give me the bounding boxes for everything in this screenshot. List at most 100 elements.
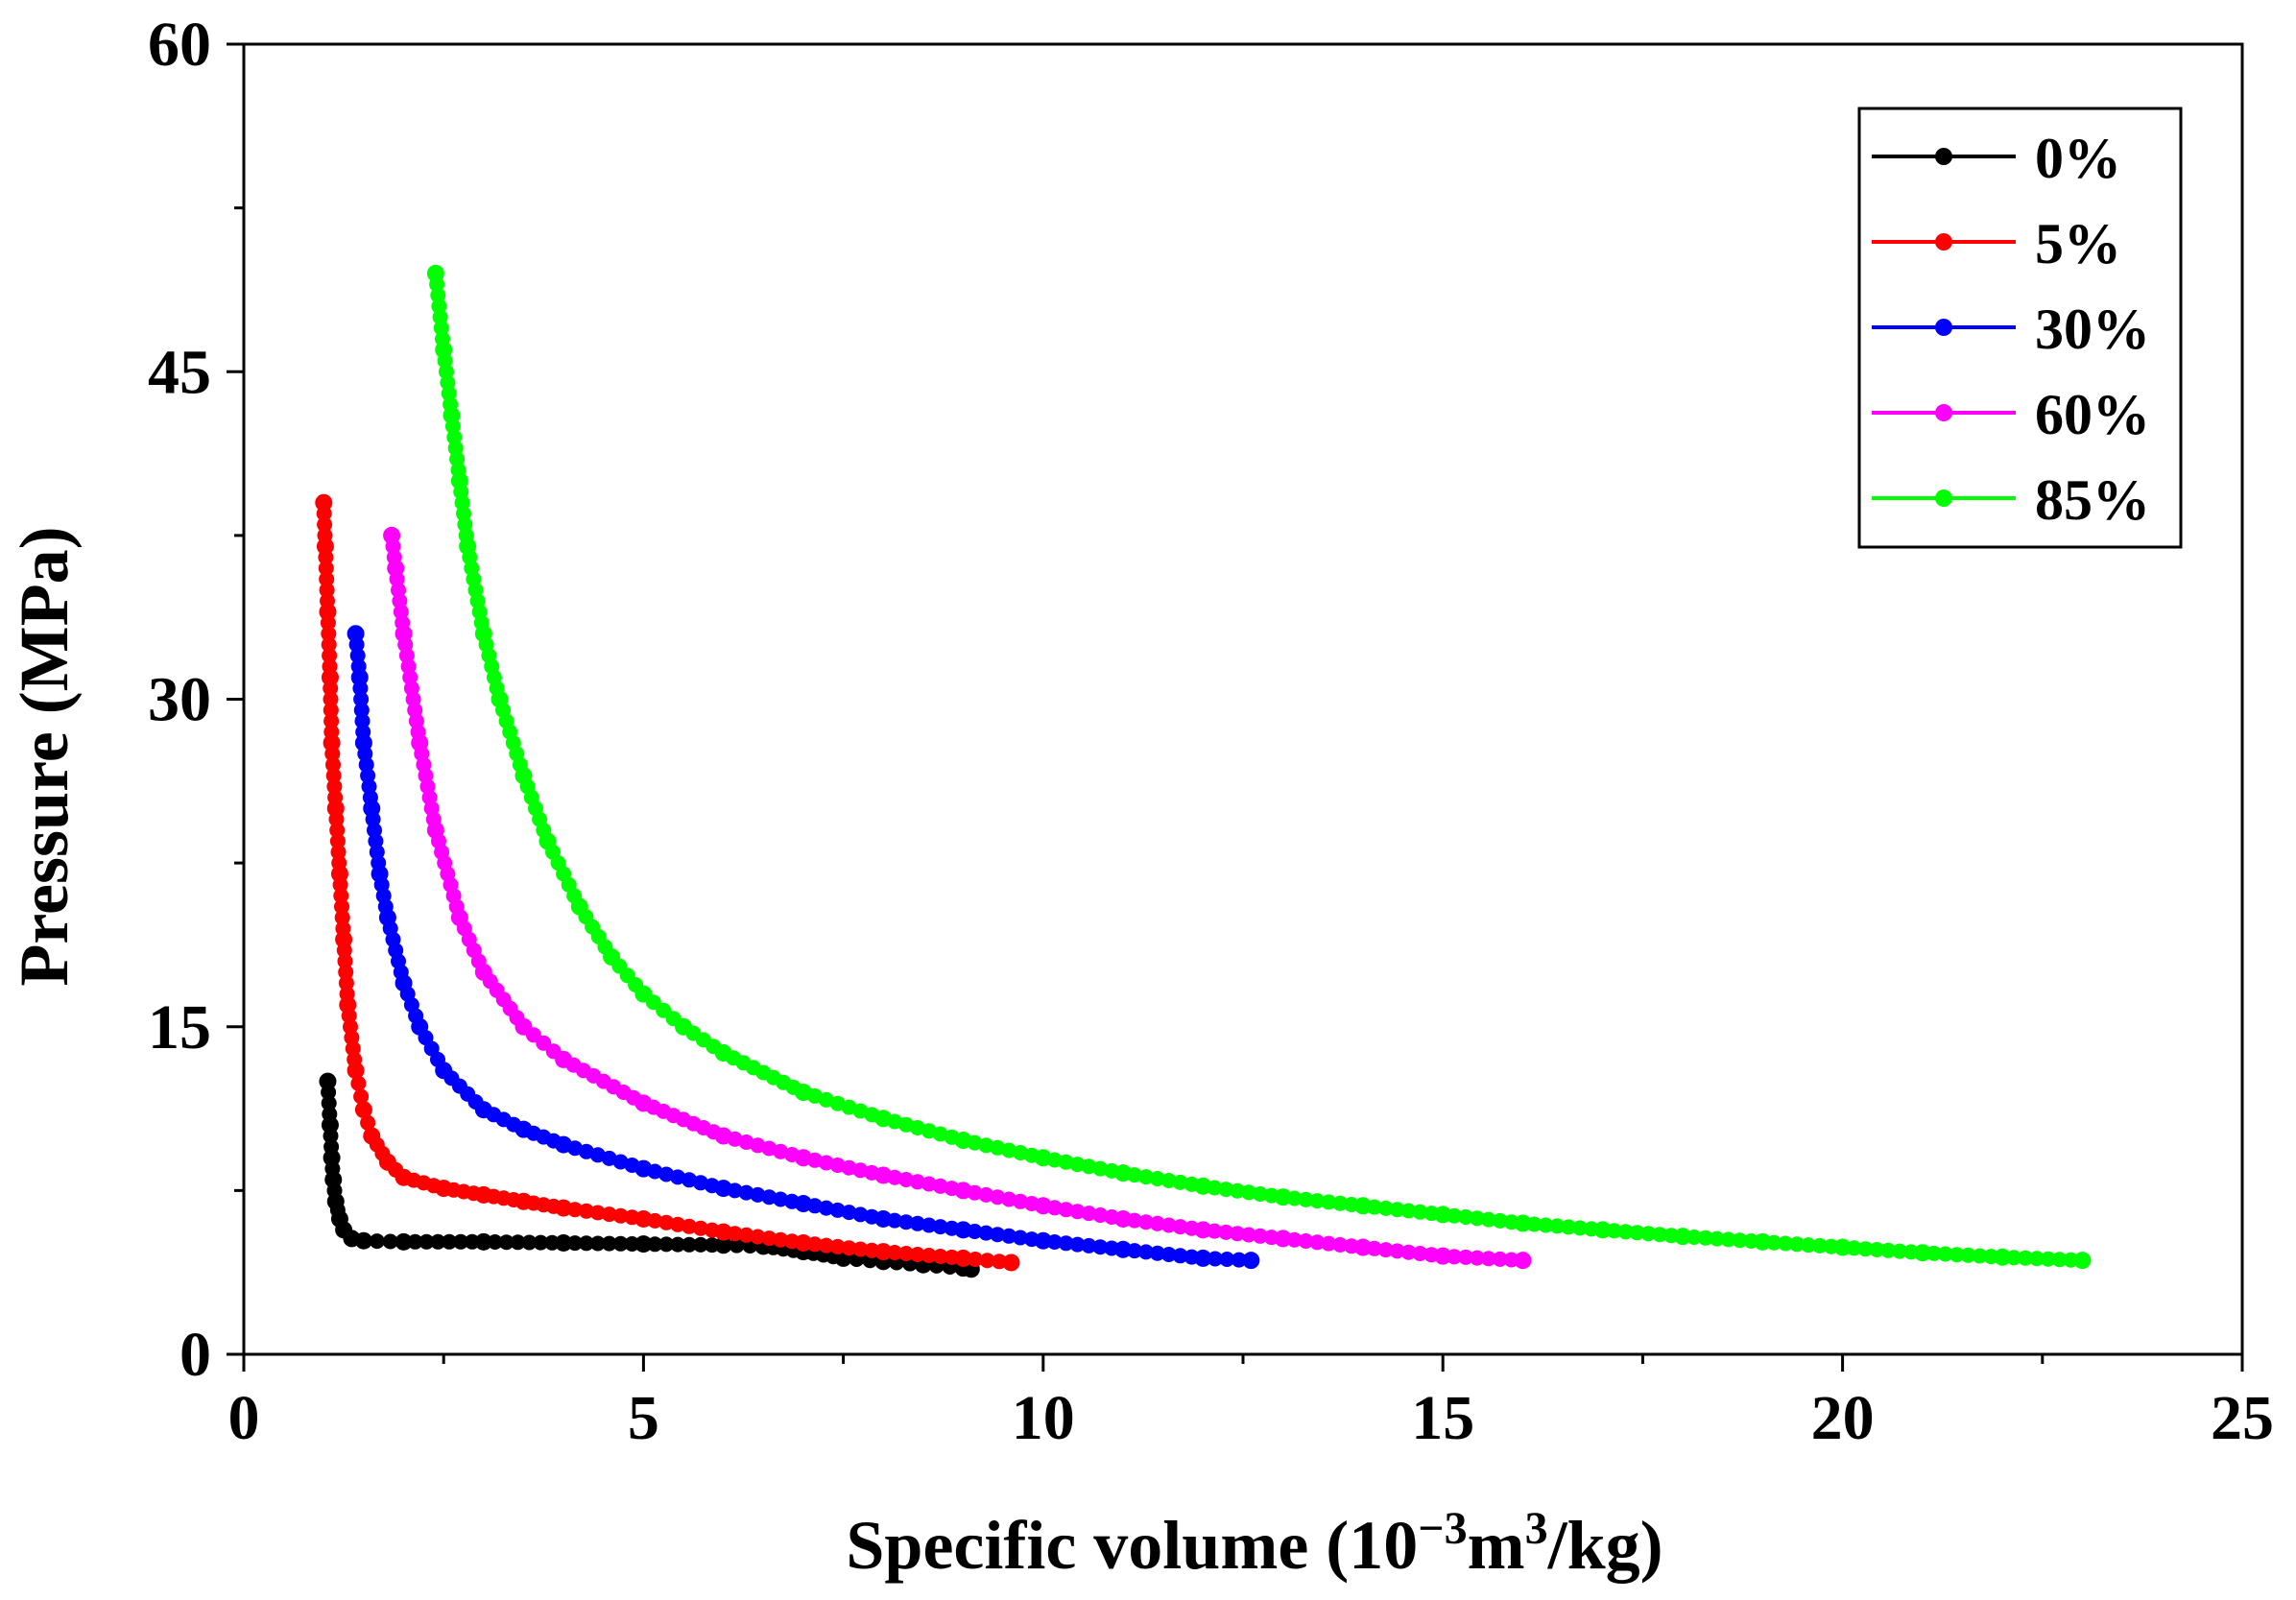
legend-label: 30% xyxy=(2035,298,2150,361)
series-marker xyxy=(612,1235,629,1252)
series-marker xyxy=(898,1214,914,1230)
series-marker xyxy=(322,1106,338,1122)
series-marker xyxy=(1127,1243,1142,1259)
x-axis-title-unit-end: /kg) xyxy=(1547,1507,1663,1584)
series-marker xyxy=(320,593,335,609)
series-marker xyxy=(967,1224,983,1239)
series-marker xyxy=(1583,1221,1599,1237)
series-marker xyxy=(1001,1191,1017,1207)
series-marker xyxy=(1286,1231,1303,1248)
series-marker xyxy=(1137,1214,1154,1230)
series-marker xyxy=(921,1176,937,1192)
series-marker xyxy=(909,1174,925,1190)
series-marker xyxy=(325,756,341,773)
series-marker xyxy=(1663,1228,1680,1244)
series-marker xyxy=(841,1159,857,1176)
series-marker xyxy=(1949,1247,1965,1263)
series-marker xyxy=(1709,1230,1725,1247)
series-marker xyxy=(1023,1231,1040,1248)
series-marker xyxy=(1023,1147,1040,1163)
series-marker xyxy=(1447,1207,1463,1224)
legend-label: 60% xyxy=(2035,383,2150,446)
series-marker xyxy=(1263,1230,1280,1246)
series-marker xyxy=(967,1134,983,1151)
series-marker xyxy=(323,735,340,751)
series-marker xyxy=(944,1181,960,1197)
series-marker xyxy=(1013,1230,1028,1246)
x-axis-title-unit-exponent: 3 xyxy=(1525,1503,1548,1554)
series-marker xyxy=(1800,1237,1816,1254)
series-marker xyxy=(1492,1251,1508,1267)
series-marker xyxy=(624,1209,640,1226)
series-marker xyxy=(1332,1195,1349,1211)
series-marker xyxy=(955,1182,971,1199)
series-marker xyxy=(715,1224,731,1240)
series-marker xyxy=(323,681,339,697)
series-marker xyxy=(1617,1224,1634,1240)
series-marker xyxy=(1252,1228,1268,1244)
series-marker xyxy=(1243,1253,1259,1269)
series-marker xyxy=(544,1234,561,1251)
legend-label: 85% xyxy=(2035,468,2150,532)
series-marker xyxy=(337,953,353,969)
series-marker xyxy=(729,1237,745,1254)
series-marker xyxy=(395,1233,412,1250)
series-marker xyxy=(442,1233,458,1250)
series-marker xyxy=(1035,1232,1051,1249)
series-marker xyxy=(1469,1210,1485,1227)
series-marker xyxy=(1755,1233,1771,1250)
series-marker xyxy=(2018,1250,2033,1266)
series-marker xyxy=(1231,1252,1247,1268)
series-marker xyxy=(1069,1236,1086,1253)
series-marker xyxy=(498,1234,514,1251)
series-marker xyxy=(715,1237,731,1254)
x-tick-label: 5 xyxy=(628,1383,659,1453)
y-tick-label: 30 xyxy=(148,665,211,735)
series-marker xyxy=(1013,1193,1028,1209)
series-marker xyxy=(333,888,349,904)
legend-item: 60% xyxy=(1872,383,2150,446)
series-marker xyxy=(464,1233,480,1250)
series-marker xyxy=(327,789,344,805)
legend-swatch-marker xyxy=(1935,490,1952,507)
series-marker xyxy=(323,702,339,718)
y-tick-label: 15 xyxy=(148,992,211,1063)
series-marker xyxy=(382,1233,398,1250)
series-marker xyxy=(334,910,350,925)
series-marker xyxy=(1275,1189,1291,1206)
series-marker xyxy=(852,1162,869,1179)
series-marker xyxy=(351,669,368,685)
series-marker xyxy=(1046,1200,1063,1216)
series-marker xyxy=(1160,1217,1177,1233)
series-marker xyxy=(1458,1249,1473,1265)
series-marker xyxy=(369,1233,385,1250)
series-marker xyxy=(556,1200,572,1216)
series-marker xyxy=(1081,1158,1097,1175)
series-marker xyxy=(578,1235,594,1252)
series-marker xyxy=(1230,1182,1246,1199)
series-marker xyxy=(1184,1176,1200,1192)
series-marker xyxy=(1629,1225,1645,1241)
series-marker xyxy=(898,1246,914,1261)
series-marker xyxy=(864,1242,880,1258)
series-marker xyxy=(1594,1222,1611,1238)
series-marker xyxy=(578,1203,594,1219)
series-marker xyxy=(1172,1219,1188,1235)
series-marker xyxy=(317,538,333,555)
series-marker xyxy=(589,1205,606,1221)
series-marker xyxy=(1766,1234,1782,1251)
series-marker xyxy=(1834,1239,1851,1255)
series-marker xyxy=(796,1150,811,1166)
series-marker xyxy=(1104,1209,1120,1225)
series-marker xyxy=(327,800,344,817)
series-marker xyxy=(329,833,346,849)
series-marker xyxy=(1675,1229,1690,1245)
series-marker xyxy=(692,1236,708,1253)
series-marker xyxy=(347,1063,364,1079)
series-marker xyxy=(955,1133,971,1148)
series-marker xyxy=(1149,1171,1165,1186)
series-marker xyxy=(1058,1235,1074,1252)
series-marker xyxy=(875,1211,892,1227)
series-marker xyxy=(1218,1182,1234,1198)
series-marker xyxy=(875,1167,892,1183)
